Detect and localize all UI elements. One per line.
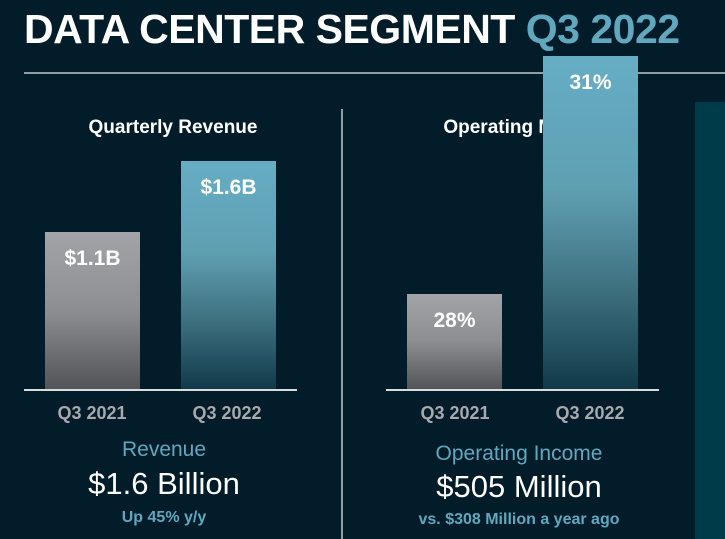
revenue-chart-title: Quarterly Revenue	[88, 117, 258, 138]
revenue-summary-value: $1.6 Billion	[88, 466, 240, 501]
operating-income-summary-comparison: vs. $308 Million a year ago	[418, 511, 620, 528]
revenue-data-label-q3-2022: $1.6B	[200, 176, 257, 199]
revenue-summary-label: Revenue	[121, 438, 207, 461]
revenue-category-q3-2022: Q3 2022	[192, 403, 262, 423]
page-title-quarter: Q3 2022	[525, 6, 680, 52]
revenue-category-q3-2021: Q3 2021	[57, 403, 127, 423]
page-title: DATA CENTER SEGMENT Q3 2022	[24, 6, 680, 53]
revenue-chart-baseline	[24, 389, 297, 391]
header-divider	[24, 72, 725, 74]
operating-income-summary-label: Operating Income	[435, 442, 603, 465]
margin-category-q3-2022: Q3 2022	[555, 403, 625, 423]
margin-data-label-q3-2021: 28%	[433, 309, 476, 332]
margin-bar-q3-2021	[407, 294, 502, 389]
page-title-main: DATA CENTER SEGMENT	[24, 6, 515, 52]
operating-income-summary-value: $505 Million	[436, 469, 602, 504]
margin-chart-baseline	[386, 389, 659, 391]
revenue-summary-change: Up 45% y/y	[121, 509, 207, 526]
revenue-data-label-q3-2021: $1.1B	[64, 247, 121, 270]
margin-data-label-q3-2022: 31%	[569, 71, 612, 94]
revenue-bar-q3-2022	[181, 161, 276, 389]
margin-category-q3-2021: Q3 2021	[420, 403, 490, 423]
side-panel	[695, 102, 725, 539]
section-divider	[341, 109, 343, 539]
margin-bar-q3-2022	[543, 56, 638, 389]
revenue-bar-q3-2021	[45, 232, 140, 389]
